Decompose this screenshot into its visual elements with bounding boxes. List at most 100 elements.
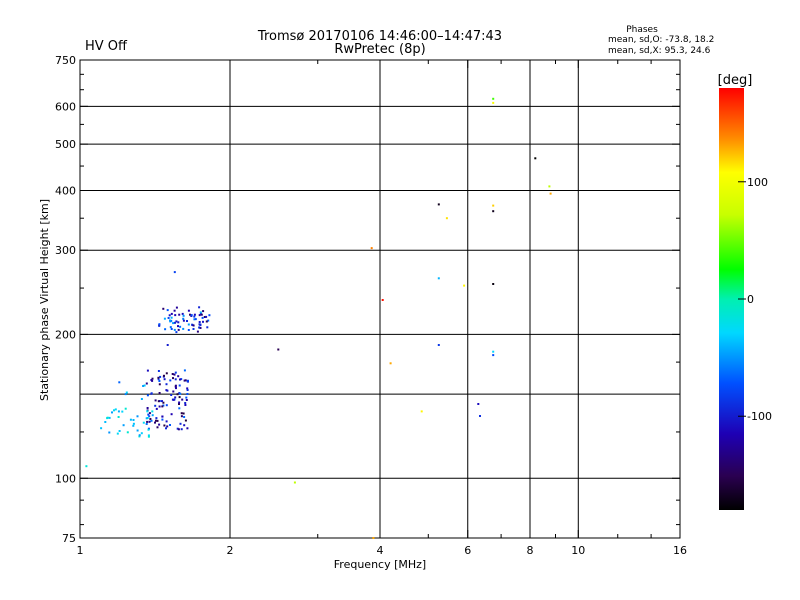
data-point xyxy=(205,315,208,318)
data-point xyxy=(150,419,153,422)
data-point xyxy=(169,379,172,382)
data-point xyxy=(138,434,141,437)
data-point xyxy=(148,412,151,415)
data-point xyxy=(126,431,129,434)
data-point xyxy=(157,376,160,379)
data-point xyxy=(186,427,189,430)
data-point xyxy=(167,317,170,319)
data-point xyxy=(145,423,148,425)
data-point xyxy=(187,323,190,326)
data-point xyxy=(165,420,168,423)
x-tick-label: 6 xyxy=(464,544,471,557)
data-point xyxy=(117,410,120,413)
data-point xyxy=(177,328,180,331)
data-point xyxy=(184,402,187,404)
data-point xyxy=(534,157,537,160)
data-point xyxy=(158,380,161,382)
data-point xyxy=(170,319,173,322)
data-point xyxy=(176,427,179,430)
data-point xyxy=(150,392,153,395)
data-point xyxy=(186,389,189,391)
data-point xyxy=(148,415,151,418)
data-point xyxy=(198,306,201,309)
data-point xyxy=(122,424,125,427)
data-point xyxy=(182,317,185,320)
colorbar-tick-label: -100 xyxy=(747,410,772,423)
data-point xyxy=(184,404,187,406)
data-point xyxy=(154,404,157,407)
data-point xyxy=(186,387,189,390)
data-point xyxy=(132,422,135,425)
data-point xyxy=(142,385,145,387)
data-point xyxy=(170,328,173,330)
phases-title: Phases xyxy=(626,25,658,35)
data-point xyxy=(182,314,185,317)
data-point xyxy=(100,427,103,430)
data-point xyxy=(157,370,160,372)
data-point xyxy=(174,378,177,381)
data-point xyxy=(180,378,183,381)
data-point xyxy=(193,313,196,316)
data-point xyxy=(147,428,150,431)
plot-area: 1 2 4 6 8 10 16 75 100 200 300 400 500 600 750 xyxy=(55,54,687,557)
x-tick-label: 1 xyxy=(77,544,84,557)
data-point xyxy=(191,324,194,326)
colorbar-unit: [deg] xyxy=(718,73,753,88)
data-point xyxy=(104,421,107,423)
data-point xyxy=(163,374,165,377)
data-point xyxy=(85,465,88,468)
data-point xyxy=(170,316,173,319)
data-point xyxy=(129,418,132,421)
data-point xyxy=(174,314,177,317)
data-point xyxy=(159,375,162,378)
data-point xyxy=(132,419,135,421)
chart-title-line2: RwPretec (8p) xyxy=(334,42,425,57)
data-point xyxy=(178,384,181,387)
data-point xyxy=(172,322,175,325)
y-axis-label: Stationary phase Virtual Height [km] xyxy=(38,199,51,401)
data-point xyxy=(548,185,551,188)
axis-ticks xyxy=(79,59,681,539)
data-point xyxy=(146,369,149,372)
y-tick-label: 75 xyxy=(62,532,76,545)
data-point xyxy=(183,424,186,427)
data-point xyxy=(118,430,121,432)
data-point xyxy=(186,380,189,383)
data-point xyxy=(157,400,160,403)
data-point xyxy=(140,432,143,435)
data-point xyxy=(185,396,188,399)
data-point xyxy=(142,421,145,424)
data-point xyxy=(156,426,159,429)
data-point xyxy=(549,192,552,195)
data-point xyxy=(372,537,375,539)
x-tick-label: 16 xyxy=(673,544,687,557)
data-point xyxy=(173,373,176,376)
data-point xyxy=(163,378,166,381)
data-point xyxy=(165,372,168,375)
colorbar-tick-label: 0 xyxy=(747,293,754,306)
data-point xyxy=(165,404,168,407)
data-point xyxy=(151,377,154,380)
data-point xyxy=(172,377,174,380)
data-point xyxy=(124,393,127,396)
data-point xyxy=(177,325,179,328)
data-point xyxy=(106,416,109,419)
data-point xyxy=(171,398,174,401)
data-point xyxy=(162,307,165,310)
data-point xyxy=(116,432,119,435)
data-point xyxy=(370,247,373,250)
data-point xyxy=(202,320,204,323)
data-point xyxy=(492,204,495,207)
data-point xyxy=(199,327,202,329)
data-point xyxy=(147,435,150,438)
data-point xyxy=(151,410,154,413)
data-point xyxy=(203,316,206,318)
data-point xyxy=(164,328,167,331)
data-point xyxy=(178,403,180,405)
data-point xyxy=(146,407,149,409)
data-point xyxy=(147,434,150,437)
data-point xyxy=(381,299,384,301)
data-point xyxy=(148,420,151,423)
data-point xyxy=(162,401,165,404)
data-point xyxy=(193,318,196,321)
